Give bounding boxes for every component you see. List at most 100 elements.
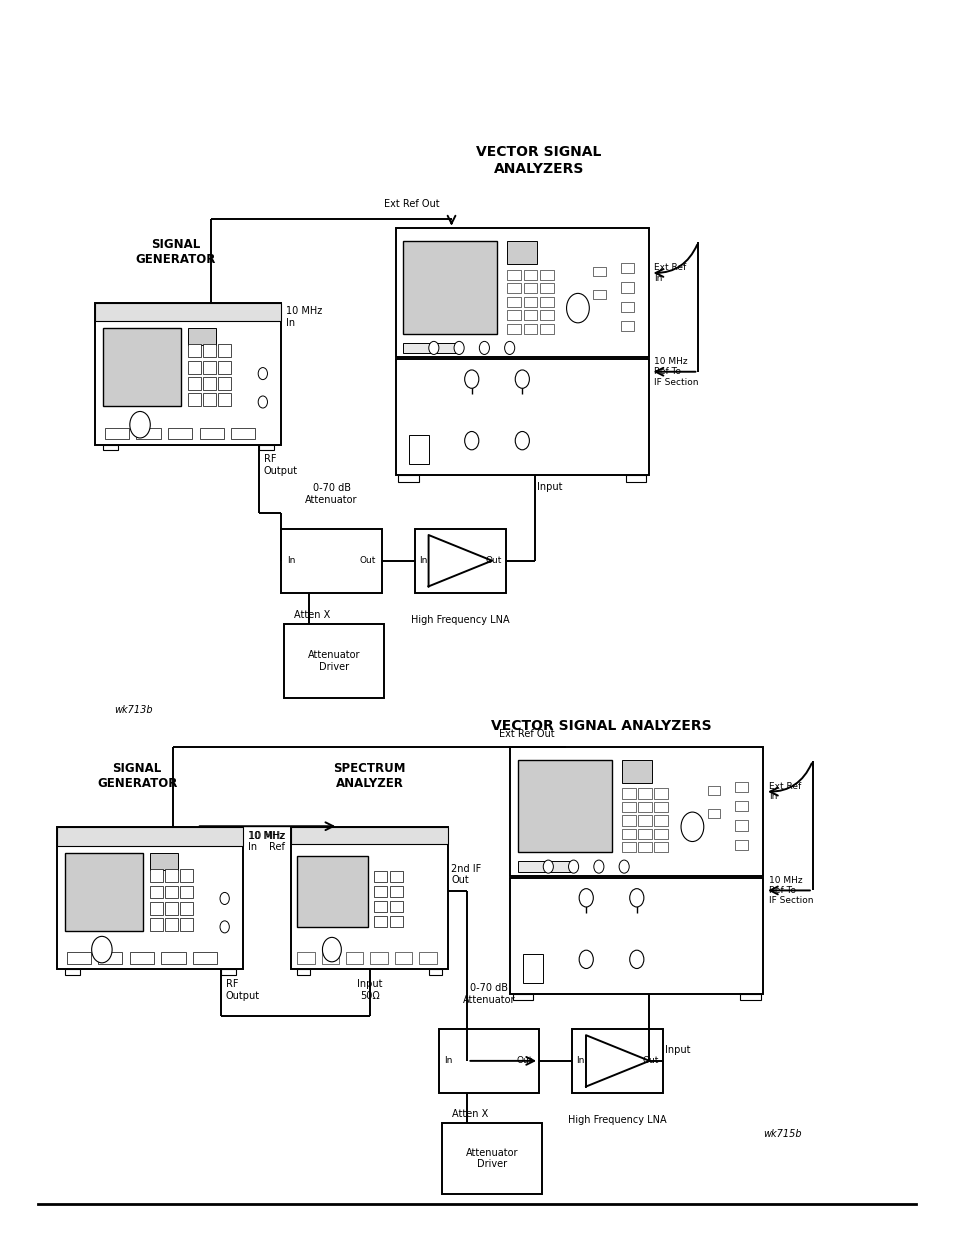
Bar xyxy=(390,871,402,882)
Text: 10 MHz
Ref To
IF Section: 10 MHz Ref To IF Section xyxy=(654,357,699,387)
Bar xyxy=(507,241,537,264)
Bar xyxy=(374,871,387,882)
Bar xyxy=(180,885,193,899)
Bar xyxy=(620,301,633,312)
Bar xyxy=(374,885,387,897)
Text: Atten X: Atten X xyxy=(294,610,330,620)
Bar xyxy=(517,760,611,852)
Bar xyxy=(168,427,192,438)
Bar xyxy=(180,902,193,915)
Circle shape xyxy=(578,950,593,968)
Polygon shape xyxy=(585,1035,649,1087)
Bar xyxy=(189,345,201,357)
Text: Ext Ref
In: Ext Ref In xyxy=(768,782,801,802)
Bar xyxy=(291,827,448,969)
Bar xyxy=(321,952,338,963)
Text: 0-70 dB
Attenuator: 0-70 dB Attenuator xyxy=(305,483,357,505)
Bar xyxy=(151,919,163,931)
Bar xyxy=(654,788,668,799)
Bar xyxy=(513,994,533,1000)
Circle shape xyxy=(629,889,643,906)
Text: Ext Ref Out: Ext Ref Out xyxy=(498,729,554,739)
Circle shape xyxy=(428,341,438,354)
Text: SPECTRUM
ANALYZER: SPECTRUM ANALYZER xyxy=(334,762,405,790)
Text: Attenuator
Driver: Attenuator Driver xyxy=(308,650,360,672)
Bar xyxy=(297,856,368,926)
Bar xyxy=(654,815,668,825)
Bar xyxy=(65,853,143,931)
Bar xyxy=(735,782,747,792)
Circle shape xyxy=(258,396,267,408)
Bar xyxy=(415,529,505,593)
Text: wk715b: wk715b xyxy=(762,1129,801,1139)
Circle shape xyxy=(130,411,151,438)
Text: Input: Input xyxy=(537,482,561,492)
Bar xyxy=(507,283,520,294)
Bar xyxy=(625,475,645,482)
Bar xyxy=(284,624,384,698)
Text: High Frequency LNA: High Frequency LNA xyxy=(411,615,509,625)
Bar xyxy=(620,283,633,293)
Bar xyxy=(403,343,458,353)
Circle shape xyxy=(258,368,267,379)
Bar xyxy=(638,802,651,813)
Text: RF
Output: RF Output xyxy=(226,979,259,1000)
Text: 0-70 dB
Attenuator: 0-70 dB Attenuator xyxy=(462,983,515,1005)
Bar xyxy=(57,827,243,846)
Bar xyxy=(735,802,747,811)
Bar xyxy=(572,1029,662,1093)
Circle shape xyxy=(568,860,578,873)
Bar xyxy=(403,241,497,333)
Bar xyxy=(151,869,163,882)
Bar xyxy=(654,842,668,852)
Bar xyxy=(103,445,117,451)
Bar xyxy=(539,269,554,280)
Bar xyxy=(539,324,554,333)
Bar xyxy=(390,900,402,911)
Bar xyxy=(654,829,668,839)
Bar xyxy=(390,885,402,897)
Text: SIGNAL
GENERATOR: SIGNAL GENERATOR xyxy=(97,762,177,790)
Bar xyxy=(418,952,436,963)
Bar xyxy=(203,361,216,373)
Text: In: In xyxy=(444,1056,453,1066)
Text: 10 MHz
Ref To
IF Section: 10 MHz Ref To IF Section xyxy=(768,876,813,905)
Bar xyxy=(165,919,178,931)
Bar xyxy=(297,969,310,976)
Bar xyxy=(370,952,387,963)
Bar xyxy=(507,310,520,320)
Bar xyxy=(180,869,193,882)
Text: Attenuator
Driver: Attenuator Driver xyxy=(465,1147,517,1170)
Circle shape xyxy=(618,860,629,873)
Bar xyxy=(593,290,605,299)
Bar xyxy=(189,377,201,390)
Bar xyxy=(523,324,537,333)
Bar xyxy=(638,815,651,825)
Bar xyxy=(438,1029,538,1093)
Bar xyxy=(390,915,402,926)
Bar xyxy=(621,760,651,783)
Bar xyxy=(522,953,542,983)
Bar xyxy=(103,329,181,406)
Bar xyxy=(297,952,314,963)
Bar xyxy=(707,785,720,794)
Text: In: In xyxy=(418,556,427,566)
Bar xyxy=(165,885,178,899)
Circle shape xyxy=(220,893,229,904)
Bar xyxy=(221,969,235,976)
Circle shape xyxy=(454,341,464,354)
Bar xyxy=(620,321,633,331)
Bar xyxy=(67,952,91,963)
Bar xyxy=(98,952,122,963)
Bar xyxy=(151,853,178,869)
Bar xyxy=(346,952,363,963)
Circle shape xyxy=(504,341,515,354)
Text: Ext Ref
In: Ext Ref In xyxy=(654,263,686,283)
Bar xyxy=(65,969,79,976)
Bar xyxy=(218,377,231,390)
Circle shape xyxy=(578,889,593,906)
Bar xyxy=(398,475,418,482)
Bar xyxy=(136,427,160,438)
Bar xyxy=(291,827,448,845)
Text: RF
Output: RF Output xyxy=(264,454,297,475)
